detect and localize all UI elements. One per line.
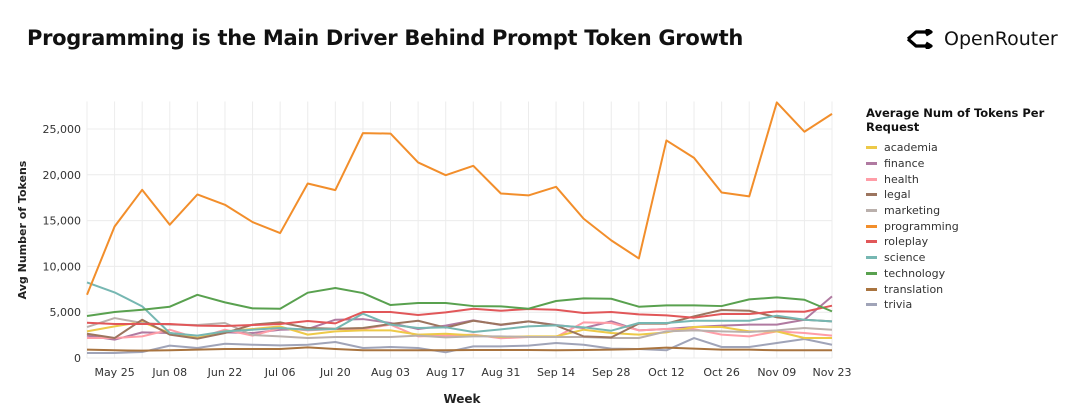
x-tick-label: Nov 23 xyxy=(813,366,852,379)
y-axis-label: Avg Number of Tokens xyxy=(16,160,29,299)
legend-swatch xyxy=(866,193,877,197)
legend-item-roleplay[interactable]: roleplay xyxy=(866,234,1080,250)
chart-title: Programming is the Main Driver Behind Pr… xyxy=(27,26,743,50)
x-tick-label: Sep 28 xyxy=(592,366,630,379)
x-tick-label: Sep 14 xyxy=(537,366,575,379)
x-tick-label: Oct 26 xyxy=(703,366,740,379)
legend-label: health xyxy=(884,172,919,186)
legend-item-health[interactable]: health xyxy=(866,171,1080,187)
legend-label: finance xyxy=(884,157,925,171)
brand-name: OpenRouter xyxy=(944,28,1058,50)
legend-label: translation xyxy=(884,282,944,296)
brand: OpenRouter xyxy=(906,28,1058,50)
series-line-academia xyxy=(86,321,832,340)
x-tick-label: Oct 12 xyxy=(648,366,685,379)
legend-swatch xyxy=(866,224,877,228)
x-tick-label: Aug 03 xyxy=(371,366,410,379)
openrouter-logo-icon xyxy=(906,29,933,49)
x-tick-label: Jun 22 xyxy=(207,366,243,379)
legend-item-marketing[interactable]: marketing xyxy=(866,203,1080,219)
legend-label: roleplay xyxy=(884,235,929,249)
y-tick-label: 5,000 xyxy=(50,306,82,319)
legend-title: Average Num of Tokens Per Request xyxy=(866,106,1045,134)
x-tick-label: Aug 17 xyxy=(426,366,465,379)
legend-item-finance[interactable]: finance xyxy=(866,156,1080,172)
legend-swatch xyxy=(866,209,877,213)
legend-swatch xyxy=(866,162,877,166)
legend-label: marketing xyxy=(884,204,941,218)
series-line-technology xyxy=(86,287,833,318)
series-line-programming xyxy=(86,101,833,296)
legend-label: academia xyxy=(884,141,938,155)
legend-swatch xyxy=(866,287,877,291)
legend-swatch xyxy=(866,240,877,244)
legend-label: trivia xyxy=(884,298,913,312)
series-line-science xyxy=(86,281,833,337)
series-line-marketing xyxy=(86,317,833,340)
legend-swatch xyxy=(866,303,877,307)
series-line-legal xyxy=(86,309,833,340)
legend-label: science xyxy=(884,251,926,265)
legend-label: technology xyxy=(884,266,946,280)
legend-item-technology[interactable]: technology xyxy=(866,266,1080,282)
legend-swatch xyxy=(866,256,877,260)
legend-label: programming xyxy=(884,219,959,233)
series-line-roleplay xyxy=(86,304,833,328)
legend-item-programming[interactable]: programming xyxy=(866,218,1080,234)
legend-swatch xyxy=(866,271,877,275)
x-tick-label: Nov 09 xyxy=(757,366,796,379)
series-line-finance xyxy=(86,295,833,341)
legend-item-academia[interactable]: academia xyxy=(866,140,1080,156)
legend-swatch xyxy=(866,146,877,150)
x-tick-label: May 25 xyxy=(94,366,134,379)
y-tick-label: 10,000 xyxy=(43,260,82,273)
legend-item-science[interactable]: science xyxy=(866,250,1080,266)
y-tick-label: 20,000 xyxy=(43,169,82,182)
legend-item-translation[interactable]: translation xyxy=(866,281,1080,297)
series-line-translation xyxy=(86,346,832,352)
y-tick-label: 15,000 xyxy=(43,215,82,228)
x-tick-label: Jun 08 xyxy=(151,366,187,379)
legend: Average Num of Tokens Per Request academ… xyxy=(866,106,1080,313)
legend-item-legal[interactable]: legal xyxy=(866,187,1080,203)
x-axis-label: Week xyxy=(443,392,481,406)
x-tick-label: Jul 20 xyxy=(319,366,351,379)
legend-label: legal xyxy=(884,188,911,202)
legend-item-trivia[interactable]: trivia xyxy=(866,297,1080,313)
x-tick-label: Aug 31 xyxy=(481,366,520,379)
legend-swatch xyxy=(866,177,877,181)
x-tick-label: Jul 06 xyxy=(264,366,296,379)
y-tick-label: 0 xyxy=(74,352,81,365)
y-tick-label: 25,000 xyxy=(43,123,82,136)
